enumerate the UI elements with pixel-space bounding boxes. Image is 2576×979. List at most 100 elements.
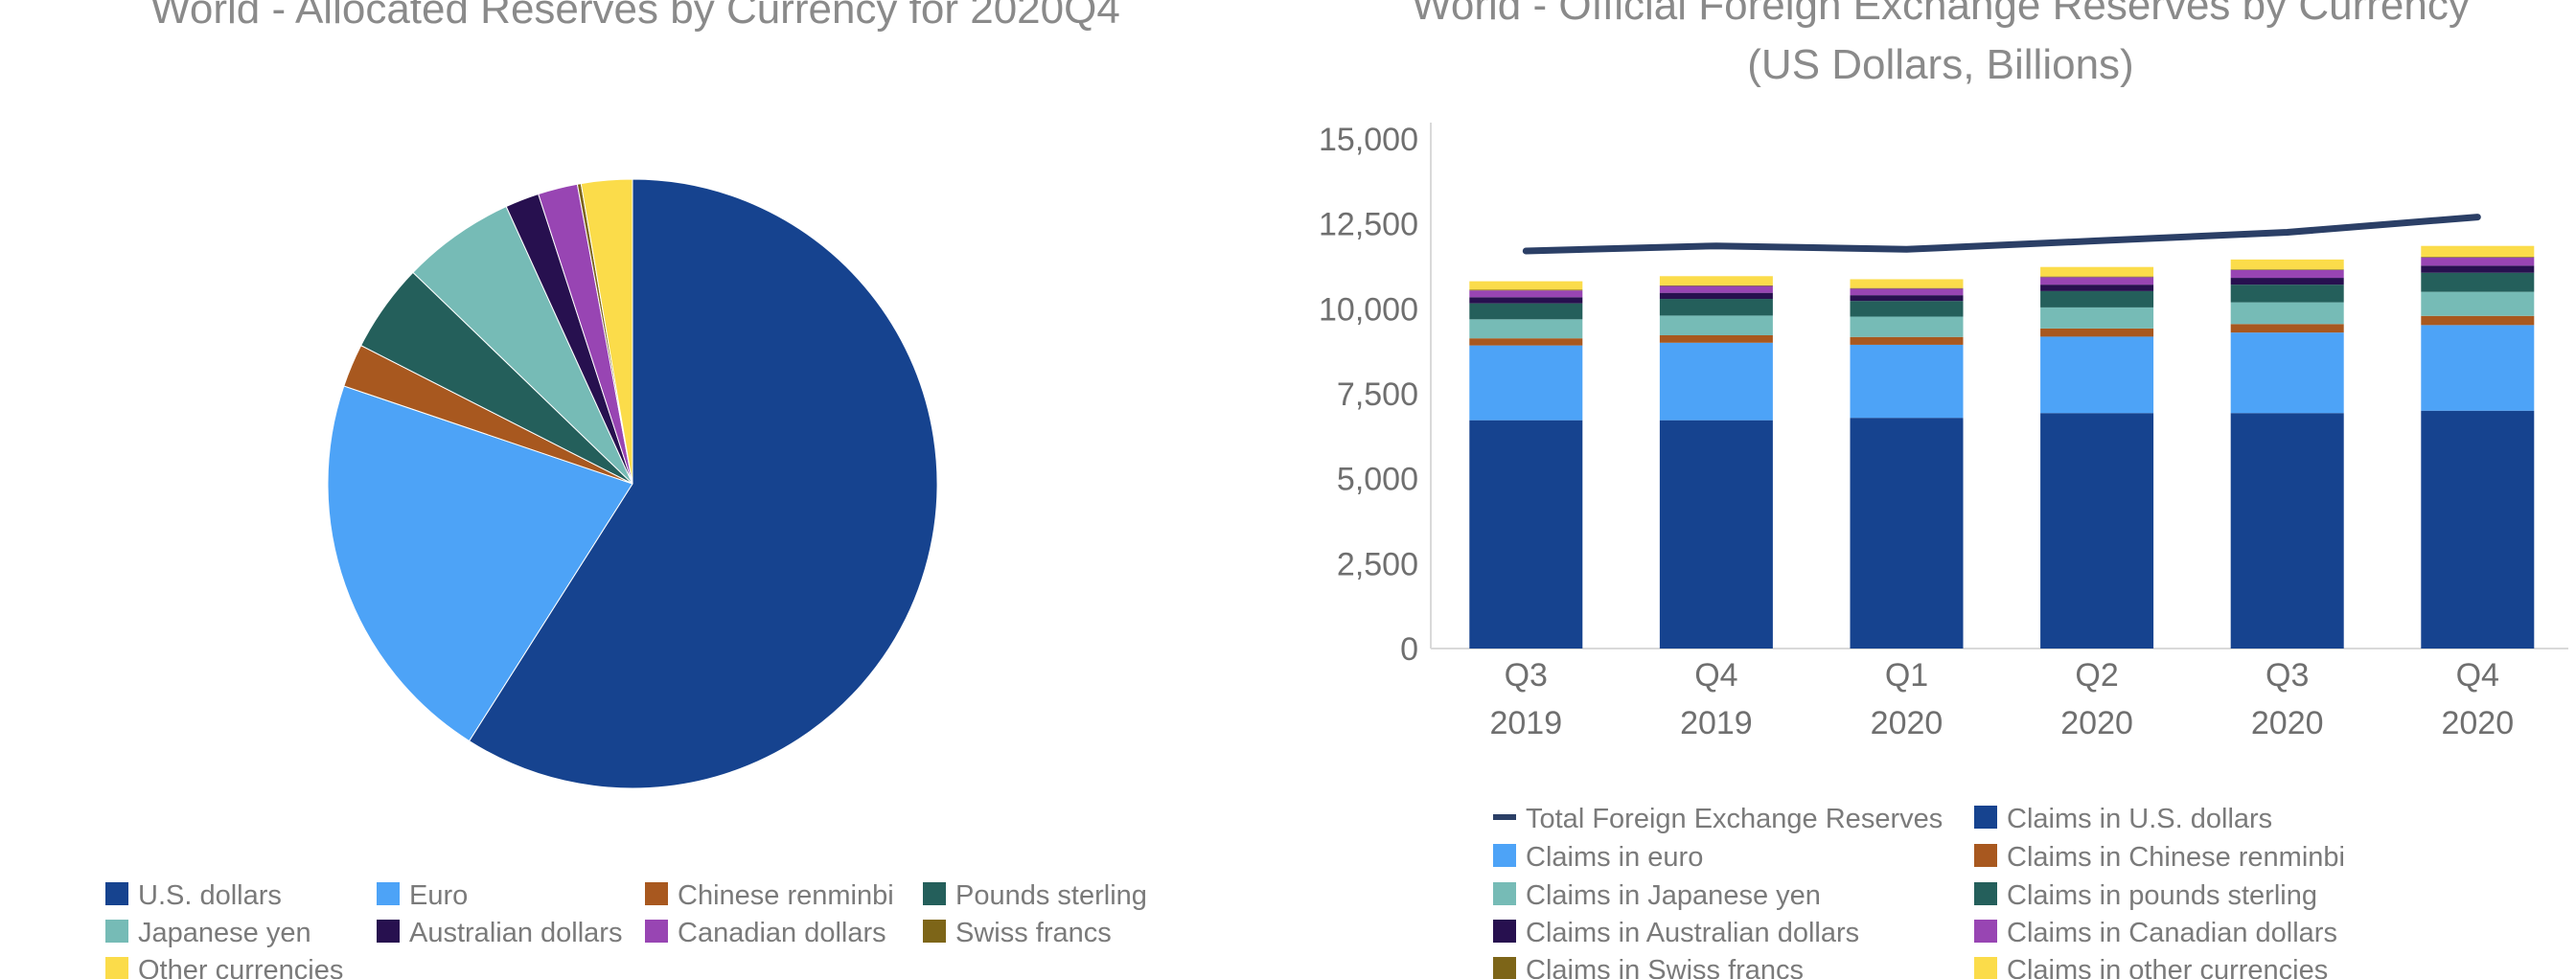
bar-segment-claims-in-japanese-yen [2421,291,2535,316]
bar-legend-swatch [1974,957,1997,979]
total-line-layer [1522,214,2481,255]
bar-segment-claims-in-chinese-renminbi [1469,338,1583,346]
bar-legend-label: Claims in euro [1526,842,1703,873]
bar-segment-claims-in-chinese-renminbi [2230,324,2344,333]
bar-legend-swatch [1974,920,1997,943]
bar-legend-swatch [1974,844,1997,867]
pie-legend-label: U.S. dollars [138,880,282,911]
bar-legend-item-claims-in-japanese-yen: Claims in Japanese yen [1493,880,1821,911]
bar-segment-claims-in-japanese-yen [1659,315,1773,335]
total-reserves-line [1522,214,2481,255]
bar-legend-label: Claims in Chinese renminbi [2007,842,2345,873]
bar-legend-item-claims-in-swiss-francs: Claims in Swiss francs [1493,955,1804,979]
bar-segment-claims-in-euro [1850,344,1964,419]
bar-segment-claims-in-euro [2040,336,2154,414]
x-tick-year: 2019 [1680,705,1753,741]
bar-segment-claims-in-australian-dollars [1469,297,1583,304]
y-tick-10000: 10,000 [1319,291,1418,328]
x-tick-q2-2020: Q2 2020 [2060,657,2133,741]
bar-segment-claims-in-chinese-renminbi [2421,315,2535,326]
y-tick-12500: 12,500 [1319,207,1418,243]
pie-legend-item-u-s-dollars: U.S. dollars [105,880,282,911]
bar-legend-swatch [1493,920,1516,943]
pie-legend-swatch [105,882,128,905]
bar-legend-label: Total Foreign Exchange Reserves [1526,804,1943,834]
bar-segment-claims-in-pounds-sterling [2040,290,2154,307]
bar-chart: World - Official Foreign Exchange Reserv… [1319,0,2568,979]
bar-segment-claims-in-pounds-sterling [1659,299,1773,316]
x-tick-year: 2020 [2251,705,2324,741]
pie-slice-other-currencies [580,178,633,485]
bar-legend-label: Claims in U.S. dollars [2007,804,2272,834]
x-tick-quarter: Q3 [1505,657,1548,694]
pie-legend-swatch [377,920,400,943]
bar-segment-claims-in-japanese-yen [2040,307,2154,329]
pie-slice-japanese-yen [412,205,633,485]
pie-slices [327,178,938,789]
bar-segment-claims-in-u-s-dollars [1850,418,1964,649]
bar-segment-claims-in-other-currencies [1850,279,1964,288]
y-tick-15000: 15,000 [1319,122,1418,158]
bar-segment-claims-in-other-currencies [2040,266,2154,277]
bar-stack-q4-2020 [2421,245,2535,649]
bar-stack-q2-2020 [2040,266,2154,649]
bar-segment-claims-in-pounds-sterling [1469,303,1583,320]
pie-legend-label: Swiss francs [955,918,1112,948]
bar-legend-label: Claims in pounds sterling [2007,880,2317,911]
x-tick-q1-2020: Q1 2020 [1871,657,1944,741]
bar-legend-swatch [1493,882,1516,905]
y-tick-0: 0 [1400,631,1418,668]
bar-segment-claims-in-australian-dollars [1659,292,1773,300]
pie-legend-swatch [645,920,668,943]
pie-legend-swatch [645,882,668,905]
bar-segment-claims-in-australian-dollars [2230,278,2344,285]
bar-segment-claims-in-other-currencies [2230,259,2344,270]
pie-legend-swatch [105,920,128,943]
bar-segment-claims-in-u-s-dollars [1659,420,1773,649]
bar-segment-claims-in-canadian-dollars [2230,269,2344,279]
bar-segment-claims-in-other-currencies [2421,245,2535,258]
bar-segment-claims-in-swiss-francs [2040,276,2154,278]
bar-legend-line-swatch [1493,814,1516,820]
pie-legend-item-other-currencies: Other currencies [105,955,343,979]
bar-segment-claims-in-pounds-sterling [2421,272,2535,292]
pie-legend-item-canadian-dollars: Canadian dollars [645,918,886,948]
x-tick-quarter: Q3 [2266,657,2309,694]
bar-legend-item-total-foreign-exchange-reserves: Total Foreign Exchange Reserves [1493,804,1943,834]
pie-legend: U.S. dollars Euro Chinese renminbi Pounds s… [105,880,1147,979]
pie-legend-swatch [923,882,946,905]
bar-segment-claims-in-canadian-dollars [1850,288,1964,296]
bar-legend-label: Claims in Canadian dollars [2007,918,2337,948]
x-tick-quarter: Q4 [1694,657,1737,694]
bar-segment-claims-in-japanese-yen [2230,302,2344,325]
bar-segment-claims-in-euro [2421,325,2535,411]
pie-chart-title: World - Allocated Reserves by Currency f… [150,0,1120,33]
pie-legend-item-pounds-sterling: Pounds sterling [923,880,1147,911]
x-tick-quarter: Q4 [2456,657,2499,694]
x-tick-year: 2020 [1871,705,1944,741]
pie-legend-label: Pounds sterling [955,880,1147,911]
bar-segment-claims-in-canadian-dollars [2421,257,2535,266]
y-tick-7500: 7,500 [1337,376,1418,413]
bar-segment-claims-in-australian-dollars [2421,265,2535,273]
bar-segment-claims-in-australian-dollars [1850,295,1964,302]
y-tick-2500: 2,500 [1337,546,1418,582]
bar-segment-claims-in-australian-dollars [2040,285,2154,291]
bar-legend-item-claims-in-pounds-sterling: Claims in pounds sterling [1974,880,2317,911]
pie-slice-euro [327,385,633,742]
y-axis-ticks: 0 2,500 5,000 7,500 10,000 12,500 15,000 [1319,122,1418,668]
bar-segment-claims-in-canadian-dollars [1659,285,1773,293]
bar-segment-claims-in-swiss-francs [2421,257,2535,258]
bar-segment-claims-in-chinese-renminbi [1659,334,1773,343]
bar-segment-claims-in-other-currencies [1469,281,1583,290]
pie-chart: World - Allocated Reserves by Currency f… [105,0,1147,979]
bar-chart-title-line-2: (US Dollars, Billions) [1747,41,2133,88]
pie-slice-u-s-dollars [468,178,938,789]
pie-legend-swatch [105,957,128,979]
pie-legend-item-japanese-yen: Japanese yen [105,918,311,948]
bar-segment-claims-in-chinese-renminbi [2040,328,2154,337]
pie-legend-swatch [923,920,946,943]
bar-segment-claims-in-euro [2230,332,2344,414]
pie-legend-label: Euro [409,880,468,911]
